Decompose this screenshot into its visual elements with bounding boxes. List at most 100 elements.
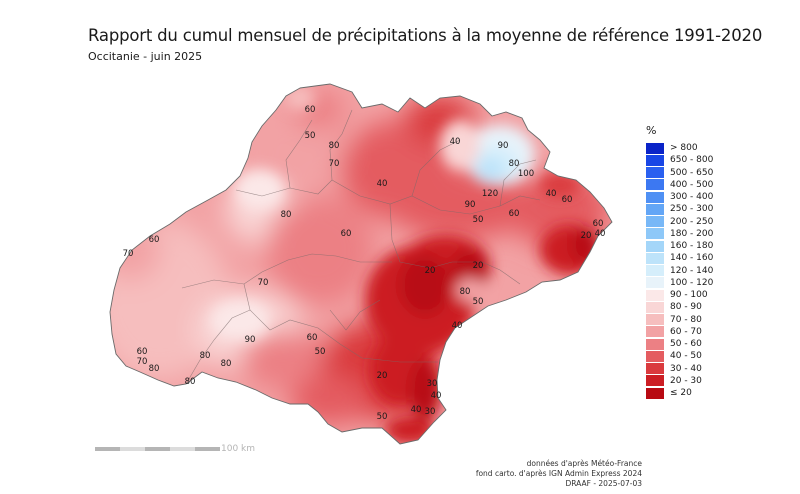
isoline-label: 40 [431, 391, 442, 401]
legend-item: 200 - 250 [646, 216, 756, 228]
legend-swatch [646, 167, 664, 179]
legend-item: 120 - 140 [646, 265, 756, 277]
isoline-label: 70 [258, 278, 269, 288]
isoline-label: 60 [593, 219, 604, 229]
legend-item: 30 - 40 [646, 363, 756, 375]
map-subtitle: Occitanie - juin 2025 [88, 50, 203, 63]
isoline-label: 40 [411, 405, 422, 415]
legend-swatch [646, 265, 664, 277]
legend-item: 80 - 90 [646, 301, 756, 313]
isoline-label: 30 [425, 407, 436, 417]
scale-label: 100 km [221, 444, 256, 454]
legend-label: 250 - 300 [670, 204, 714, 215]
isoline-label: 60 [562, 195, 573, 205]
legend-item: 250 - 300 [646, 203, 756, 215]
legend-label: 200 - 250 [670, 216, 714, 227]
legend-label: 70 - 80 [670, 314, 702, 325]
isoline-label: 100 [518, 169, 534, 179]
legend-item: > 800 [646, 142, 756, 154]
legend-item: 20 - 30 [646, 375, 756, 387]
legend-item: 60 - 70 [646, 326, 756, 338]
legend-label: 40 - 50 [670, 351, 702, 362]
legend-item: 650 - 800 [646, 154, 756, 166]
legend-swatch [646, 375, 664, 387]
isoline-label: 40 [377, 179, 388, 189]
isoline-label: 90 [245, 335, 256, 345]
precipitation-surface [110, 84, 612, 444]
isoline-label: 50 [315, 347, 326, 357]
legend-label: 500 - 650 [670, 167, 714, 178]
legend-swatch [646, 252, 664, 264]
credits: données d'après Météo-France fond carto.… [476, 459, 642, 489]
isoline-label: 40 [546, 189, 557, 199]
scale-bar [95, 447, 220, 453]
isoline-label: 80 [281, 210, 292, 220]
legend-swatch [646, 154, 664, 166]
isoline-label: 20 [473, 261, 484, 271]
isoline-label: 90 [498, 141, 509, 151]
legend-label: 60 - 70 [670, 326, 702, 337]
isoline-label: 60 [137, 347, 148, 357]
legend-label: 400 - 500 [670, 179, 714, 190]
legend-item: 300 - 400 [646, 191, 756, 203]
legend-item: 500 - 650 [646, 167, 756, 179]
isoline-label: 40 [450, 137, 461, 147]
legend-item: 160 - 180 [646, 240, 756, 252]
legend-label: 160 - 180 [670, 241, 714, 252]
credit-line: fond carto. d'après IGN Admin Express 20… [475, 469, 642, 478]
legend-swatch [646, 363, 664, 375]
isoline-label: 70 [123, 249, 134, 259]
credit-line: DRAAF - 2025-07-03 [565, 479, 642, 488]
legend-unit: % [646, 124, 657, 137]
isoline-label: 120 [482, 189, 498, 199]
legend-label: 80 - 90 [670, 302, 702, 313]
isoline-label: 60 [305, 105, 316, 115]
legend-label: ≤ 20 [670, 388, 692, 399]
legend-swatch [646, 142, 664, 154]
legend-label: 120 - 140 [670, 265, 714, 276]
legend-swatch [646, 240, 664, 252]
legend-label: 30 - 40 [670, 363, 702, 374]
isoline-label: 80 [329, 141, 340, 151]
legend-label: 100 - 120 [670, 277, 714, 288]
legend-swatch [646, 289, 664, 301]
legend-label: 650 - 800 [670, 155, 714, 166]
isoline-label: 50 [473, 297, 484, 307]
legend-swatch [646, 350, 664, 362]
isoline-label: 40 [452, 321, 463, 331]
legend-item: 180 - 200 [646, 228, 756, 240]
isoline-label: 20 [377, 371, 388, 381]
isoline-label: 60 [307, 333, 318, 343]
legend-item: 40 - 50 [646, 350, 756, 362]
department-boundaries [181, 109, 541, 385]
isoline-label: 80 [221, 359, 232, 369]
isoline-label: 40 [595, 229, 606, 239]
legend: % > 800 650 - 800 500 - 650 400 - 500 300 - … [646, 124, 756, 399]
legend-label: > 800 [670, 143, 698, 154]
legend-swatch [646, 326, 664, 338]
legend-label: 20 - 30 [670, 375, 702, 386]
isoline-label: 60 [341, 229, 352, 239]
legend-item: 100 - 120 [646, 277, 756, 289]
legend-item: 50 - 60 [646, 338, 756, 350]
isoline-label: 50 [305, 131, 316, 141]
legend-swatch [646, 314, 664, 326]
legend-label: 300 - 400 [670, 192, 714, 203]
legend-item: 400 - 500 [646, 179, 756, 191]
legend-label: 50 - 60 [670, 339, 702, 350]
legend-swatch [646, 277, 664, 289]
isoline-label: 60 [149, 235, 160, 245]
legend-item: 140 - 160 [646, 252, 756, 264]
legend-swatch [646, 191, 664, 203]
isoline-label: 80 [185, 377, 196, 387]
isoline-label: 80 [200, 351, 211, 361]
isoline-label: 50 [473, 215, 484, 225]
isoline-label: 90 [465, 200, 476, 210]
legend-item: 70 - 80 [646, 314, 756, 326]
credit-line: données d'après Météo-France [526, 459, 642, 468]
isoline-label: 20 [581, 231, 592, 241]
legend-label: 140 - 160 [670, 253, 714, 264]
legend-swatch [646, 179, 664, 191]
